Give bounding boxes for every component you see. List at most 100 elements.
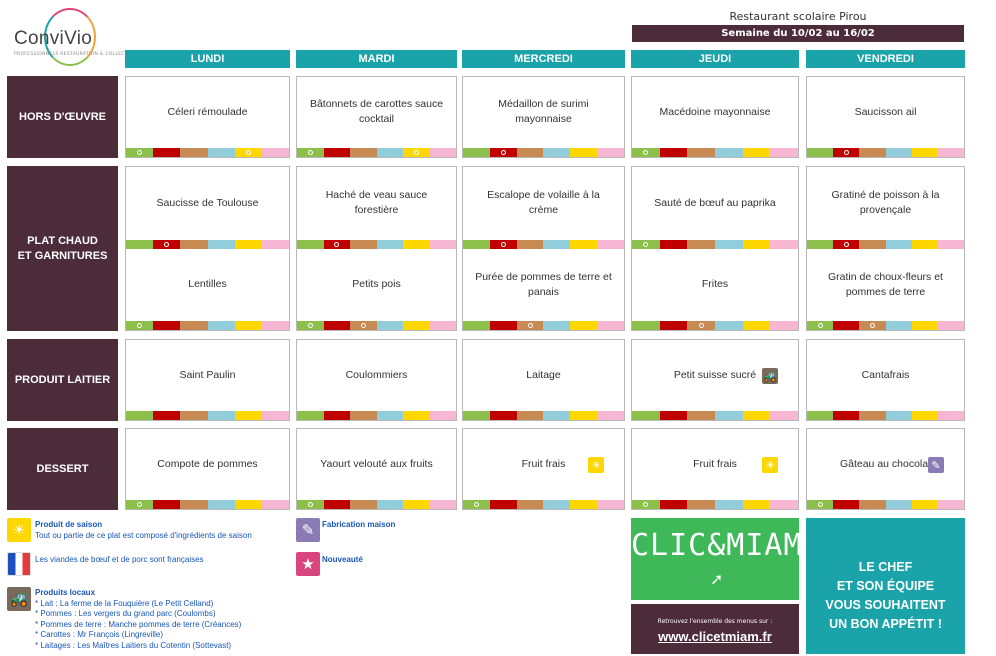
strip-segment: [297, 411, 324, 420]
strip-segment: [463, 321, 490, 330]
strip-segment: [180, 148, 208, 157]
strip-segment: [180, 500, 208, 509]
dish-name: Escalope de volaille à la crème: [487, 189, 600, 216]
strip-segment: [770, 240, 799, 249]
dish-name: Sauté de bœuf au paprika: [654, 196, 776, 209]
dish-name: Lentilles: [188, 278, 227, 290]
dish-name: Laitage: [526, 368, 561, 381]
strip-segment: [715, 240, 743, 249]
strip-segment: [323, 321, 350, 330]
clic-miam-banner[interactable]: CLIC&MIAM! ➚: [631, 518, 821, 600]
strip-segment: [770, 411, 799, 420]
strip-segment: [687, 500, 716, 509]
strip-segment: [632, 240, 660, 249]
menu-cell-hors_doeuvre: Céleri rémoulade: [125, 76, 290, 158]
allergen-strip: [463, 148, 624, 157]
strip-segment: [297, 240, 324, 249]
strip-segment: [742, 321, 771, 330]
legend-local-item: * Pommes de terre : Manche pommes de ter…: [35, 619, 242, 629]
marker-dot: [245, 150, 251, 155]
website-link[interactable]: www.clicetmiam.fr: [658, 629, 772, 644]
strip-segment: [632, 321, 660, 330]
dish-name: Gratiné de poisson à la provençale: [831, 189, 940, 216]
tractor-icon: 🚜: [762, 368, 778, 384]
tractor-icon: 🚜: [7, 587, 31, 611]
strip-segment: [323, 148, 350, 157]
allergen-strip: [632, 240, 799, 249]
day-header-vendredi: VENDREDI: [806, 50, 965, 68]
menu-cell-hors_doeuvre: Macédoine mayonnaise: [631, 76, 799, 158]
website-intro: Retrouvez l'ensemble des menus sur :: [657, 618, 773, 625]
menu-cell-hors_doeuvre: Médaillon de surimi mayonnaise: [462, 76, 625, 158]
strip-segment: [153, 321, 181, 330]
strip-segment: [570, 411, 598, 420]
marker-dot: [500, 242, 506, 247]
day-header-mardi: MARDI: [296, 50, 457, 68]
logo-name: ConviVio: [14, 28, 93, 49]
strip-segment: [715, 321, 743, 330]
strip-segment: [376, 321, 403, 330]
strip-segment: [715, 500, 743, 509]
strip-segment: [570, 148, 598, 157]
dish-name: Petit suisse sucré: [673, 368, 757, 381]
allergen-strip: [632, 148, 799, 157]
legend-viandes: Les viandes de bœuf et de porc sont fran…: [35, 555, 204, 564]
marker-dot: [164, 242, 170, 247]
strip-segment: [376, 411, 403, 420]
strip-segment: [403, 411, 430, 420]
menu-cell-dessert: Gâteau au chocolat ✎: [806, 428, 965, 510]
menu-cell-laitier: Saint Paulin: [125, 339, 290, 421]
strip-segment: [126, 500, 154, 509]
strip-segment: [323, 411, 350, 420]
marker-dot: [360, 323, 366, 328]
allergen-strip: [297, 411, 456, 420]
category-label: HORS D'ŒUVRE: [19, 110, 106, 123]
category-dessert: DESSERT: [7, 428, 118, 510]
strip-segment: [234, 240, 262, 249]
strip-segment: [297, 321, 324, 330]
strip-segment: [807, 321, 834, 330]
strip-segment: [632, 411, 660, 420]
strip-segment: [807, 411, 834, 420]
strip-segment: [463, 240, 490, 249]
strip-segment: [659, 500, 688, 509]
whisk-icon: ✎: [928, 457, 944, 473]
menu-cell-plat: Gratiné de poisson à la provençale: [806, 166, 965, 249]
strip-segment: [350, 240, 377, 249]
strip-segment: [489, 411, 517, 420]
strip-segment: [543, 500, 571, 509]
marker-dot: [643, 150, 649, 155]
allergen-strip: [297, 500, 456, 509]
strip-segment: [742, 411, 771, 420]
legend-maison-label: Fabrication maison: [322, 520, 396, 529]
strip-segment: [463, 500, 490, 509]
strip-segment: [807, 500, 834, 509]
strip-segment: [403, 148, 430, 157]
allergen-strip: [807, 500, 965, 509]
strip-segment: [297, 148, 324, 157]
strip-segment: [885, 411, 912, 420]
strip-segment: [180, 240, 208, 249]
website-banner[interactable]: Retrouvez l'ensemble des menus sur : www…: [631, 604, 799, 654]
strip-segment: [937, 148, 965, 157]
allergen-strip: [126, 240, 290, 249]
dish-name: Coulommiers: [345, 368, 408, 381]
strip-segment: [911, 240, 938, 249]
dish-name: Macédoine mayonnaise: [659, 105, 771, 118]
allergen-strip: [297, 148, 456, 157]
strip-segment: [376, 240, 403, 249]
category-label: PLAT CHAUD: [27, 234, 98, 247]
strip-segment: [632, 148, 660, 157]
chef-message: LE CHEF ET SON ÉQUIPE VOUS SOUHAITENT UN…: [806, 518, 965, 654]
strip-segment: [516, 321, 544, 330]
menu-cell-plat: Escalope de volaille à la crème: [462, 166, 625, 249]
restaurant-name: Restaurant scolaire Pirou: [729, 10, 867, 23]
strip-segment: [207, 240, 235, 249]
chef-line: UN BON APPÉTIT !: [829, 617, 942, 631]
strip-segment: [543, 411, 571, 420]
strip-segment: [429, 240, 456, 249]
strip-segment: [403, 500, 430, 509]
dish-name: Gratin de choux-fleurs et pommes de terr…: [828, 270, 943, 298]
strip-segment: [885, 148, 912, 157]
strip-segment: [859, 240, 886, 249]
